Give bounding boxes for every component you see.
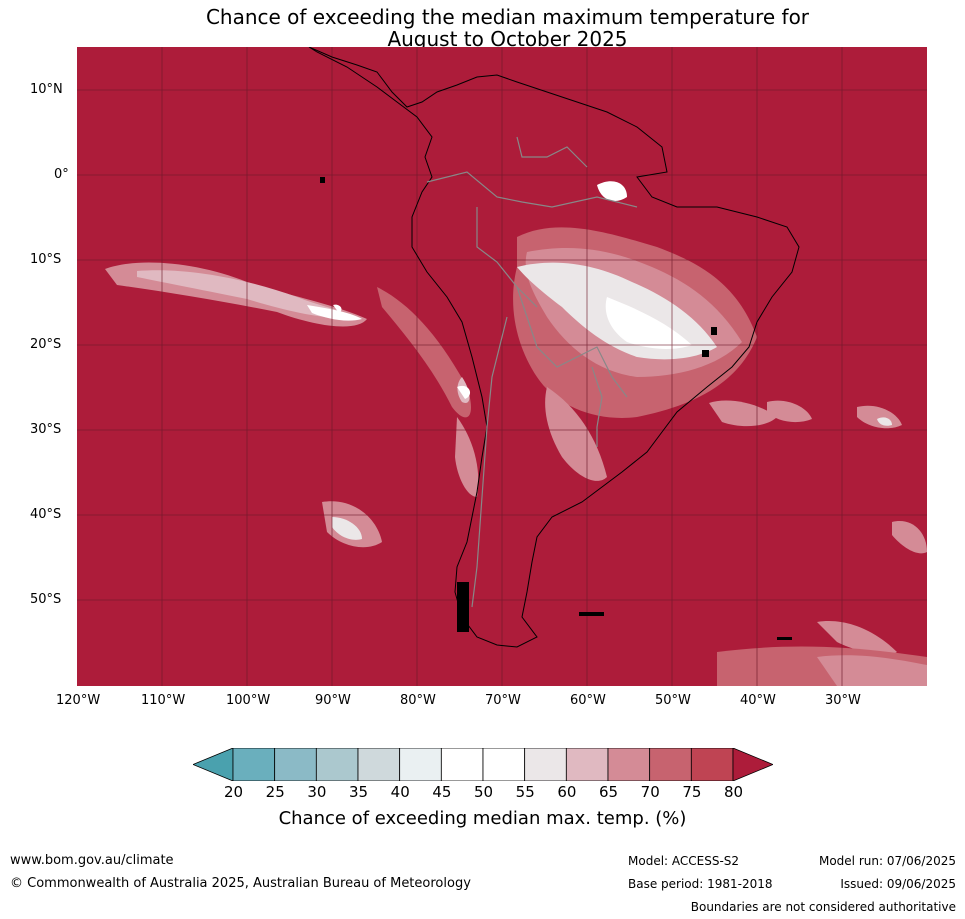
footer-disclaimer: Boundaries are not considered authoritat…	[690, 900, 956, 914]
colorbar-tick-label: 65	[599, 783, 619, 801]
colorbar-bin	[357, 748, 401, 781]
probability-shading	[105, 181, 927, 686]
colorbar-tick-label: 75	[682, 783, 702, 801]
map-title-line2: August to October 2025	[387, 27, 628, 51]
colorbar-title: Chance of exceeding median max. temp. (%…	[278, 808, 687, 829]
colorbar-tick-label: 20	[224, 783, 244, 801]
colorbar-tick-label: 80	[724, 783, 744, 801]
colorbar-bin	[440, 748, 484, 781]
colorbar-min-arrow	[193, 748, 234, 781]
colorbar-tick-label: 50	[474, 783, 494, 801]
footer-url: www.bom.gov.au/climate	[10, 853, 174, 868]
colorbar-max-arrow	[732, 748, 773, 781]
lat-label-40s: 40°S	[30, 507, 62, 522]
lon-label-50w: 50°W	[655, 693, 691, 708]
footer-issued: Issued: 09/06/2025	[840, 877, 956, 891]
colorbar-bin	[232, 748, 276, 781]
colorbar-bin	[649, 748, 692, 781]
lat-label-20s: 20°S	[30, 337, 62, 352]
colorbar-tick-label: 60	[557, 783, 577, 801]
country-borders	[426, 136, 638, 608]
lat-label-10n: 10°N	[30, 82, 63, 97]
lat-label-50s: 50°S	[30, 592, 62, 607]
map-svg	[77, 47, 927, 686]
lon-label-70w: 70°W	[485, 693, 521, 708]
colorbar-tick-label: 40	[390, 783, 410, 801]
colorbar-bin	[690, 748, 734, 781]
colorbar-bin	[399, 748, 442, 781]
lon-label-120w: 120°W	[56, 693, 101, 708]
lat-label-10s: 10°S	[30, 252, 62, 267]
footer-base-period: Base period: 1981-2018	[628, 877, 773, 891]
map-panel	[77, 47, 927, 686]
colorbar-bin	[524, 748, 567, 781]
lon-label-80w: 80°W	[400, 693, 436, 708]
lon-label-40w: 40°W	[740, 693, 776, 708]
lon-label-110w: 110°W	[141, 693, 186, 708]
lon-label-100w: 100°W	[226, 693, 271, 708]
footer-copyright: © Commonwealth of Australia 2025, Austra…	[10, 876, 471, 891]
colorbar-tick-label: 70	[640, 783, 660, 801]
lat-label-30s: 30°S	[30, 422, 62, 437]
colorbar-tick-label: 35	[349, 783, 369, 801]
graticule	[77, 47, 927, 686]
colorbar-tick-label: 25	[265, 783, 285, 801]
colorbar-tick-label: 45	[432, 783, 452, 801]
lon-label-30w: 30°W	[825, 693, 861, 708]
small-islands	[320, 177, 792, 640]
colorbar-bin	[482, 748, 526, 781]
lat-label-0: 0°	[54, 167, 69, 182]
footer-model: Model: ACCESS-S2	[628, 854, 740, 868]
colorbar-bin	[607, 748, 651, 781]
colorbar-bin	[315, 748, 359, 781]
colorbar-bin	[565, 748, 609, 781]
colorbar	[193, 748, 773, 781]
map-title-line1: Chance of exceeding the median maximum t…	[205, 5, 810, 29]
colorbar-tick-label: 55	[515, 783, 535, 801]
footer-model-run: Model run: 07/06/2025	[818, 854, 956, 868]
colorbar-bin	[274, 748, 317, 781]
lon-label-60w: 60°W	[570, 693, 606, 708]
coastline	[308, 47, 800, 648]
colorbar-tick-label: 30	[307, 783, 327, 801]
lon-label-90w: 90°W	[315, 693, 351, 708]
